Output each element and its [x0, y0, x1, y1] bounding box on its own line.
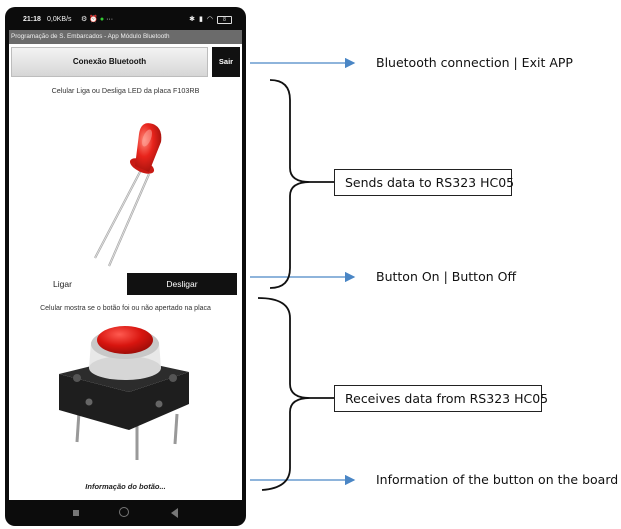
brace-sends-data	[269, 79, 335, 289]
exit-button[interactable]: Sair	[212, 47, 240, 77]
annotation-button-info: Information of the button on the board	[376, 472, 619, 487]
led-on-button[interactable]: Ligar	[53, 279, 72, 289]
wifi-icon: ◠	[206, 16, 213, 23]
annotation-bluetooth-exit: Bluetooth connection | Exit APP	[376, 55, 573, 70]
bluetooth-icon: ✱	[189, 16, 196, 23]
led-control-label: Celular Liga ou Desliga LED da placa F10…	[51, 86, 200, 95]
tactile-button-image	[59, 326, 189, 460]
status-time: 21:18	[23, 16, 41, 23]
led-off-button[interactable]: Desligar	[127, 273, 237, 295]
signal-icon: ▮	[199, 16, 203, 23]
annotation-sends-data: Sends data to RS323 HC05	[334, 169, 515, 196]
annotation-receives-data-text: Receives data from RS323 HC05	[345, 391, 549, 406]
recent-apps-icon[interactable]	[73, 510, 79, 516]
status-bar: 21:18 0,0KB/s ⚙ ⏰ ● ··· ✱ ▮ ◠ 8	[5, 11, 246, 29]
app-screen: Programação de S. Embarcados - App Módul…	[9, 30, 242, 500]
brace-receives-data	[257, 297, 335, 491]
status-notification-icons: ⚙ ⏰ ● ···	[81, 16, 114, 23]
bluetooth-connect-button[interactable]: Conexão Bluetooth	[11, 47, 208, 77]
status-system-icons: ✱ ▮ ◠ 8	[189, 11, 232, 29]
red-led-image	[94, 123, 162, 267]
battery-icon: 8	[217, 16, 232, 24]
android-nav-bar	[5, 500, 246, 526]
status-network-speed: 0,0KB/s	[47, 16, 72, 23]
annotation-sends-data-text: Sends data to RS323 HC05	[345, 175, 515, 190]
app-title-bar: Programação de S. Embarcados - App Módul…	[9, 30, 242, 44]
home-icon[interactable]	[119, 507, 129, 517]
annotation-on-off: Button On | Button Off	[376, 269, 517, 284]
button-status-label: Celular mostra se o botão foi ou não ape…	[40, 305, 211, 312]
back-icon[interactable]	[171, 508, 178, 518]
button-info-text: Informação do botão...	[85, 482, 166, 491]
phone-frame: 21:18 0,0KB/s ⚙ ⏰ ● ··· ✱ ▮ ◠ 8 Programa…	[5, 7, 246, 526]
annotation-receives-data: Receives data from RS323 HC05	[334, 385, 548, 412]
